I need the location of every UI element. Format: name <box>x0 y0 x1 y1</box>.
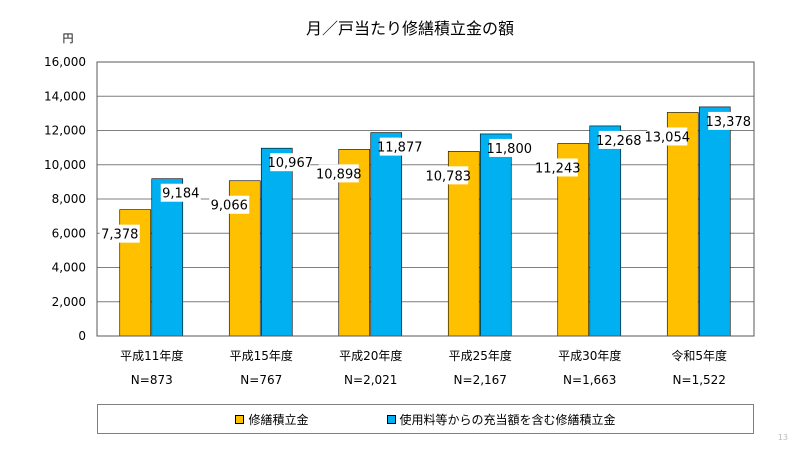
data-label-bg <box>708 111 749 130</box>
data-label-bg <box>270 153 311 172</box>
bar-shuzen-5 <box>666 112 699 337</box>
legend-label-series-1: 修繕積立金 <box>248 412 309 427</box>
data-label: 13,054 <box>645 130 691 145</box>
legend-label-series-2: 使用料等からの充当額を含む修繕積立金 <box>399 412 616 427</box>
legend-item-series-2: 使用料等からの充当額を含む修繕積立金 <box>386 411 616 428</box>
y-tick-label: 10,000 <box>44 158 86 172</box>
y-tick-label: 0 <box>78 329 86 343</box>
sample-size-label: N=1,522 <box>673 373 726 387</box>
sample-size-label: N=1,663 <box>563 373 616 387</box>
data-label: 12,268 <box>596 134 642 149</box>
y-axis-ticks: 0 2,000 4,000 6,000 8,000 10,000 12,000 14,000 1… <box>44 55 86 343</box>
data-label: 9,184 <box>162 187 199 202</box>
y-tick-label: 12,000 <box>44 124 86 138</box>
data-label: 11,800 <box>487 142 533 157</box>
plot-area-border <box>96 61 755 337</box>
legend-swatch-blue <box>386 414 396 424</box>
y-tick-label: 2,000 <box>52 295 86 309</box>
y-axis-unit: 円 <box>63 32 74 45</box>
data-label-bg <box>209 195 250 214</box>
bar-shuzen-incl-1 <box>260 147 293 337</box>
y-tick-label: 14,000 <box>44 89 86 103</box>
x-axis-labels: 平成11年度 N=873 平成15年度 N=767 平成20年度 N=2,021 平成25年… <box>120 348 727 387</box>
bar-shuzen-incl-4 <box>589 125 622 337</box>
data-label-bg <box>647 127 688 146</box>
bar-shuzen-incl-3 <box>479 133 512 337</box>
chart-title: 月／戸当たり修繕積立金の額 <box>306 19 514 38</box>
sample-size-label: N=2,167 <box>454 373 507 387</box>
data-label: 10,967 <box>268 156 314 171</box>
y-tick-label: 8,000 <box>52 192 86 206</box>
data-label-bg <box>160 183 201 202</box>
data-label-bg <box>598 130 639 149</box>
y-tick-label: 6,000 <box>52 226 86 240</box>
bar-shuzen-incl-5 <box>698 106 731 337</box>
data-label-bg <box>537 158 578 177</box>
data-label: 9,066 <box>211 199 248 214</box>
x-tick-label: 平成11年度 <box>120 348 183 363</box>
legend-swatch-yellow <box>235 414 245 424</box>
data-label: 13,378 <box>706 115 752 130</box>
legend: 修繕積立金 使用料等からの充当額を含む修繕積立金 <box>97 404 754 434</box>
sample-size-label: N=2,021 <box>344 373 397 387</box>
data-label-bg <box>318 164 359 183</box>
sample-size-label: N=873 <box>131 373 173 387</box>
data-label: 11,877 <box>377 141 423 156</box>
legend-item-series-1: 修繕積立金 <box>235 411 309 428</box>
bar-shuzen-incl-2 <box>370 132 403 337</box>
x-tick-label: 平成25年度 <box>449 348 512 363</box>
data-label: 10,898 <box>316 167 362 182</box>
data-label: 10,783 <box>426 169 472 184</box>
x-tick-label: 平成30年度 <box>558 348 621 363</box>
x-tick-label: 平成20年度 <box>339 348 402 363</box>
data-label-bg <box>428 166 469 185</box>
data-label: 7,378 <box>101 228 138 243</box>
data-label-bg <box>489 138 530 157</box>
sample-size-label: N=767 <box>240 373 282 387</box>
data-label: 11,243 <box>535 161 581 176</box>
bar-shuzen-incl-0 <box>151 178 184 337</box>
data-label-bg <box>379 137 420 156</box>
y-tick-label: 4,000 <box>52 261 86 275</box>
y-tick-label: 16,000 <box>44 55 86 69</box>
x-tick-label: 平成15年度 <box>230 348 293 363</box>
data-label-bg <box>99 224 140 243</box>
page-number: 13 <box>777 433 788 442</box>
gridlines <box>97 95 754 303</box>
x-tick-label: 令和5年度 <box>671 348 727 363</box>
